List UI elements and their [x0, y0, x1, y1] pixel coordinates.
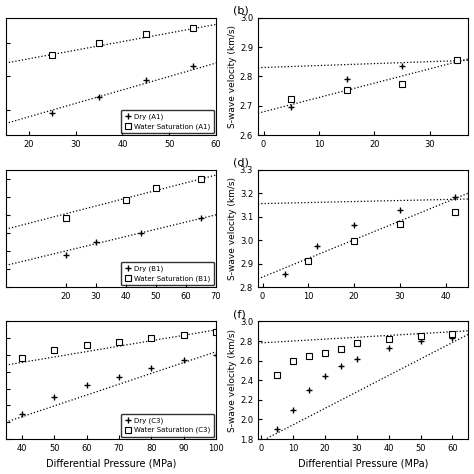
- Text: (f): (f): [233, 309, 246, 319]
- Y-axis label: S-wave velocity (km/s): S-wave velocity (km/s): [228, 329, 237, 432]
- Legend: Dry (C3), Water Saturation (C3): Dry (C3), Water Saturation (C3): [121, 413, 214, 437]
- Text: (d): (d): [233, 157, 248, 167]
- X-axis label: Differential Pressure (MPa): Differential Pressure (MPa): [298, 458, 428, 468]
- Text: (b): (b): [233, 5, 248, 15]
- Legend: Dry (A1), Water Saturation (A1): Dry (A1), Water Saturation (A1): [121, 110, 214, 133]
- Y-axis label: S-wave velocity (km/s): S-wave velocity (km/s): [228, 177, 237, 280]
- Legend: Dry (B1), Water Saturation (B1): Dry (B1), Water Saturation (B1): [121, 262, 214, 285]
- X-axis label: Differential Pressure (MPa): Differential Pressure (MPa): [46, 458, 176, 468]
- Y-axis label: S-wave velocity (km/s): S-wave velocity (km/s): [228, 25, 237, 128]
